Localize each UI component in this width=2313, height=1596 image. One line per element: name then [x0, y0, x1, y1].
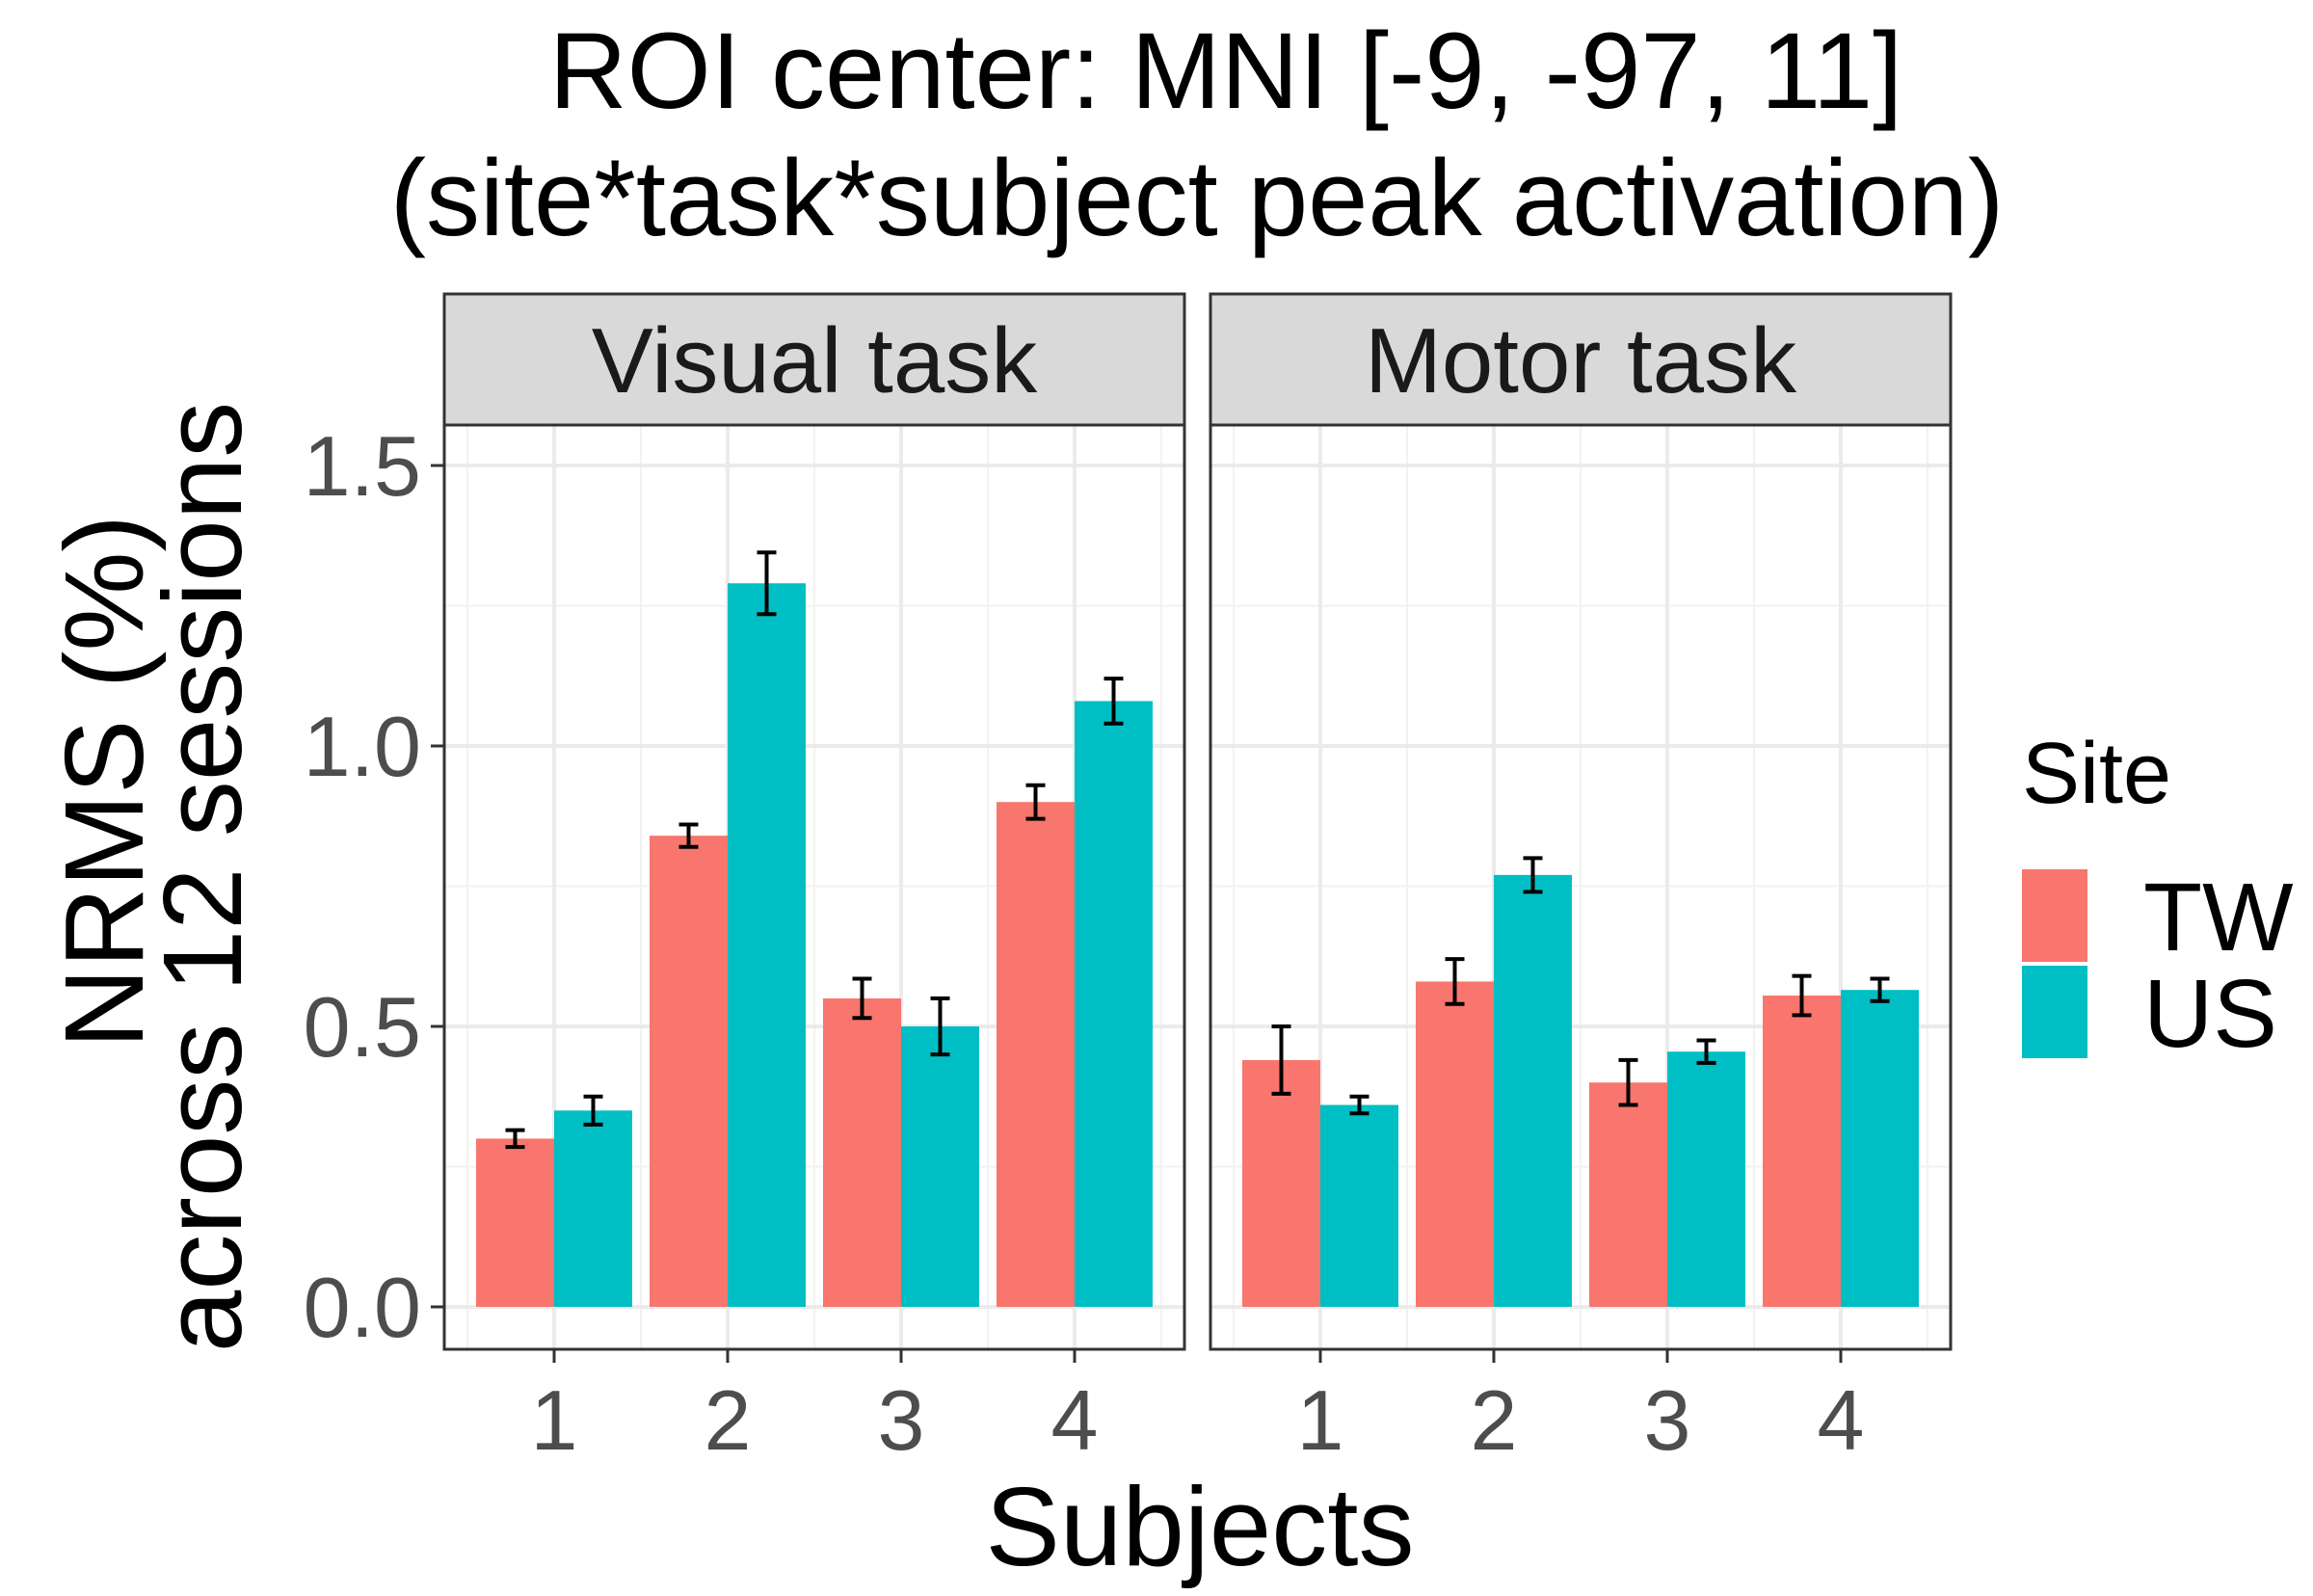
y-tick-label: 0.5: [304, 979, 421, 1075]
x-tick-label: 1: [1297, 1372, 1344, 1468]
panels: 0.0 0.5 1.0 1.5 Visual task 1 2 3 4 Motor task 1 2 3…: [304, 292, 1953, 1468]
legend-title: Site: [2022, 726, 2171, 822]
legend-label-tw: TW: [2143, 864, 2294, 971]
bar-us-subject-1: [554, 1110, 632, 1307]
y-tick-label: 0.0: [304, 1260, 421, 1355]
bar-tw-subject-3: [1589, 1082, 1667, 1307]
facet-label: Motor task: [1365, 309, 1797, 412]
bar-us-subject-4: [1075, 701, 1153, 1307]
bar-us-subject-1: [1320, 1104, 1398, 1307]
bar-tw-subject-2: [650, 836, 728, 1307]
x-tick-label: 1: [531, 1372, 578, 1468]
chart-subtitle: (site*task*subject peak activation): [390, 138, 2005, 258]
legend-key-us: [2022, 966, 2087, 1058]
bar-tw-subject-2: [1416, 981, 1494, 1307]
facet-strip: [442, 292, 1186, 427]
bar-us-subject-4: [1841, 990, 1919, 1307]
legend-label-us: US: [2143, 960, 2277, 1068]
bar-us-subject-3: [901, 1026, 979, 1307]
facet-strip: [1209, 292, 1953, 427]
bar-tw-subject-4: [1763, 995, 1841, 1307]
y-tick-label: 1.5: [304, 418, 421, 514]
y-axis-title: NRMS (%): [41, 515, 167, 1049]
legend-key-tw: [2022, 869, 2087, 962]
x-tick-label: 2: [1471, 1372, 1518, 1468]
chart-title: ROI center: MNI [-9, -97, 11]: [549, 11, 1903, 131]
x-tick-label: 4: [1051, 1372, 1099, 1468]
x-tick-label: 3: [878, 1372, 925, 1468]
bar-tw-subject-3: [823, 998, 901, 1307]
x-tick-label: 2: [705, 1372, 752, 1468]
bar-us-subject-2: [1494, 874, 1572, 1307]
y-axis-title-line2: across 12 sessions: [140, 402, 265, 1352]
x-axis-title: Subjects: [986, 1464, 1415, 1589]
x-tick-label: 4: [1818, 1372, 1865, 1468]
bar-us-subject-3: [1667, 1051, 1745, 1307]
x-tick-label: 3: [1644, 1372, 1691, 1468]
bar-tw-subject-1: [476, 1138, 554, 1307]
bar-us-subject-2: [728, 583, 806, 1307]
facet-label: Visual task: [592, 309, 1038, 412]
bar-tw-subject-4: [997, 802, 1075, 1307]
y-tick-label: 1.0: [304, 699, 421, 794]
bar-tw-subject-1: [1242, 1059, 1320, 1307]
